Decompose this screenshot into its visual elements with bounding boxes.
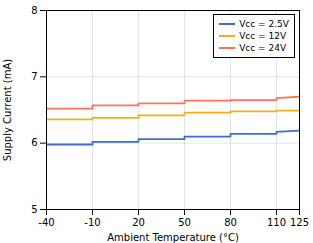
svg-text:110: 110: [267, 217, 286, 228]
svg-text:7: 7: [31, 71, 37, 82]
html-text:Vcc = 2.5V: Vcc = 2.5V: [239, 19, 289, 29]
svg-text:8: 8: [31, 5, 37, 16]
svg-text:-40: -40: [38, 217, 54, 228]
svg-text:50: 50: [178, 217, 191, 228]
html-text:Vcc = 24V: Vcc = 24V: [239, 43, 287, 53]
svg-text:-10: -10: [84, 217, 100, 228]
svg-text:5: 5: [31, 204, 37, 215]
svg-text:Supply Current (mA): Supply Current (mA): [2, 59, 13, 161]
svg-text:20: 20: [132, 217, 145, 228]
svg-text:125: 125: [290, 217, 309, 228]
svg-text:Ambient Temperature (°C): Ambient Temperature (°C): [107, 232, 239, 243]
html-text:Vcc = 12V: Vcc = 12V: [239, 31, 287, 41]
svg-text:80: 80: [224, 217, 237, 228]
svg-text:6: 6: [31, 137, 37, 148]
